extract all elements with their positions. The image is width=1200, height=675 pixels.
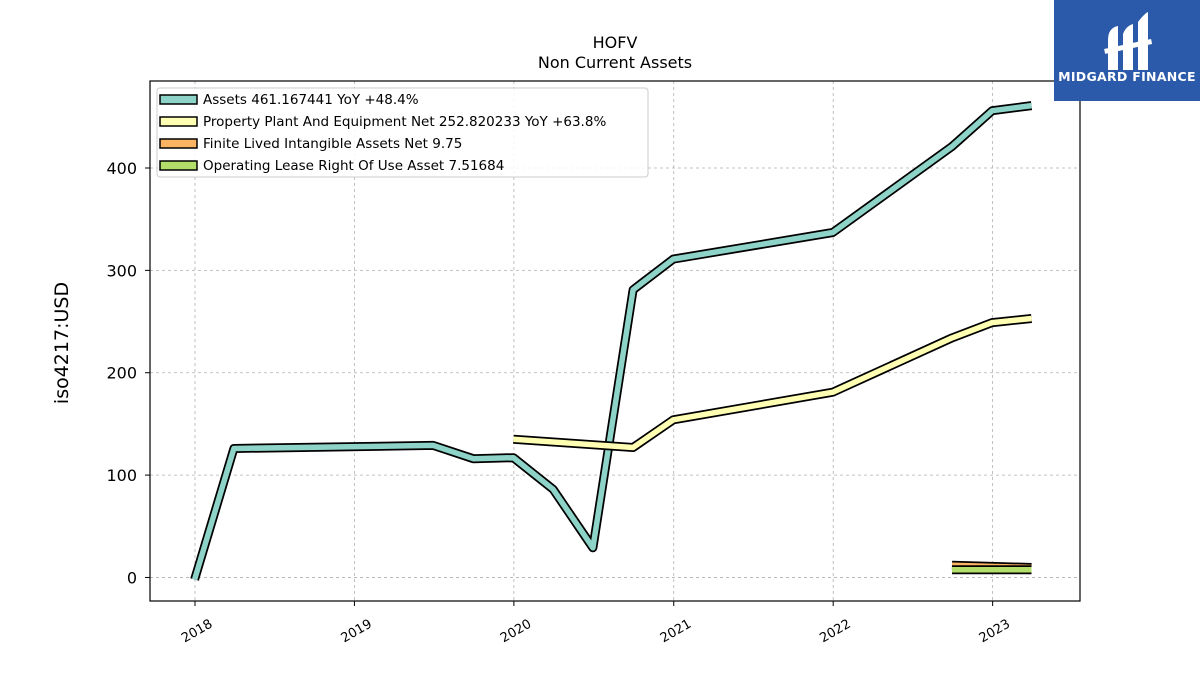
series-line	[513, 315, 1032, 451]
y-tick-label: 0	[127, 568, 137, 587]
y-tick-label: 400	[106, 159, 137, 178]
series-0	[190, 101, 1033, 581]
series-1	[513, 314, 1032, 452]
brand-logo: MIDGARD FINANCE	[1054, 0, 1200, 101]
y-axis-label: iso4217:USD	[51, 282, 73, 404]
y-tick-label: 300	[106, 261, 137, 280]
plot-frame	[149, 80, 1081, 602]
legend-box	[156, 87, 649, 178]
logo-mark-icon	[1104, 12, 1153, 70]
legend-label: Assets 461.167441 YoY +48.4%	[203, 92, 419, 108]
y-tick-label: 100	[106, 466, 137, 485]
legend-swatch	[159, 116, 198, 127]
legend-label: Property Plant And Equipment Net 252.820…	[203, 114, 606, 130]
logo-text: MIDGARD FINANCE	[1058, 69, 1196, 84]
legend-swatch	[159, 94, 198, 105]
legend-swatch	[159, 138, 198, 149]
chart-subtitle: Non Current Assets	[538, 53, 692, 72]
y-tick-label: 200	[106, 364, 137, 383]
chart-title: HOFV	[593, 33, 638, 52]
legend-label: Finite Lived Intangible Assets Net 9.75	[203, 136, 462, 152]
legend: Assets 461.167441 YoY +48.4% Property Pla…	[156, 87, 649, 178]
series-lines	[190, 101, 1033, 581]
series-line	[191, 102, 1032, 581]
legend-swatch	[159, 160, 198, 171]
legend-label: Operating Lease Right Of Use Asset 7.516…	[203, 158, 504, 174]
